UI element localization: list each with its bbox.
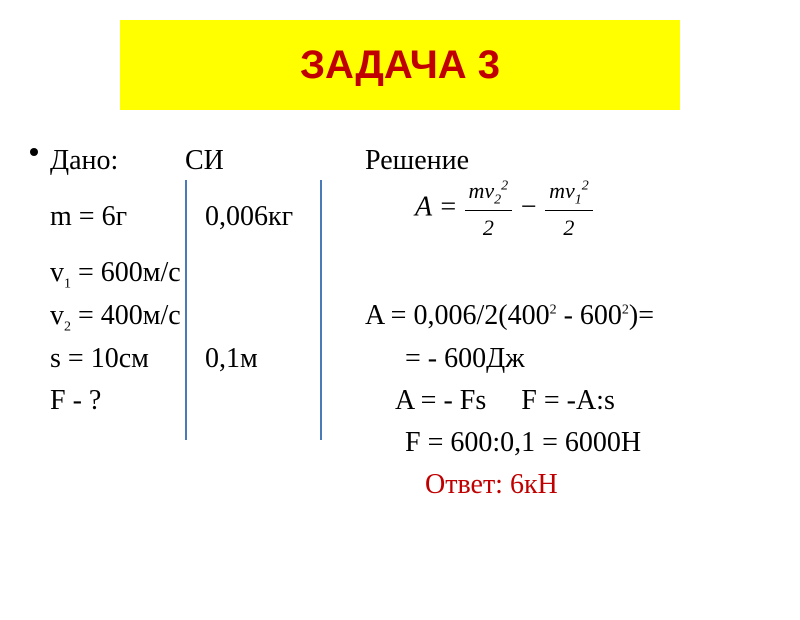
formula-work: A = mv222 − mv122 (365, 174, 800, 244)
row-s: s = 10см 0,1м = - 600Дж (50, 338, 800, 380)
solution-line2: = - 600Дж (365, 338, 800, 380)
solution-line1: A = 0,006/2(4002 - 6002)= (365, 295, 800, 337)
mass-si: 0,006кг (205, 196, 365, 238)
solution-line4: F = 600:0,1 = 6000Н (365, 422, 800, 464)
row-mass: m = 6г 0,006кг A = mv222 − mv122 (50, 182, 800, 252)
row-v1: v1 = 600м/с (50, 252, 800, 295)
row-v2: v2 = 400м/с A = 0,006/2(4002 - 6002)= (50, 295, 800, 338)
s-value: s = 10см (50, 338, 205, 380)
content-area: Дано: СИ Решение m = 6г 0,006кг A = mv22… (0, 140, 800, 506)
title-container: ЗАДАЧА 3 (120, 20, 680, 110)
formula-A: A (415, 192, 432, 223)
f-question: F - ? (50, 380, 205, 422)
row-solution4: F = 600:0,1 = 6000Н (50, 422, 800, 464)
formula-minus: − (512, 192, 545, 223)
bullet-icon (30, 148, 38, 156)
title: ЗАДАЧА 3 (300, 43, 500, 88)
answer-text: Ответ: 6кН (365, 464, 800, 506)
s-si: 0,1м (205, 338, 365, 380)
formula-eq: = (432, 192, 465, 223)
v2-value: v2 = 400м/с (50, 295, 205, 338)
v1-value: v1 = 600м/с (50, 252, 205, 295)
row-f: F - ? A = - Fs F = -A:s (50, 380, 800, 422)
header-si: СИ (185, 140, 365, 182)
solution-line3: A = - Fs F = -A:s (365, 380, 800, 422)
mass-value: m = 6г (50, 196, 205, 238)
row-answer: Ответ: 6кН (50, 464, 800, 506)
header-dano: Дано: (50, 140, 185, 182)
